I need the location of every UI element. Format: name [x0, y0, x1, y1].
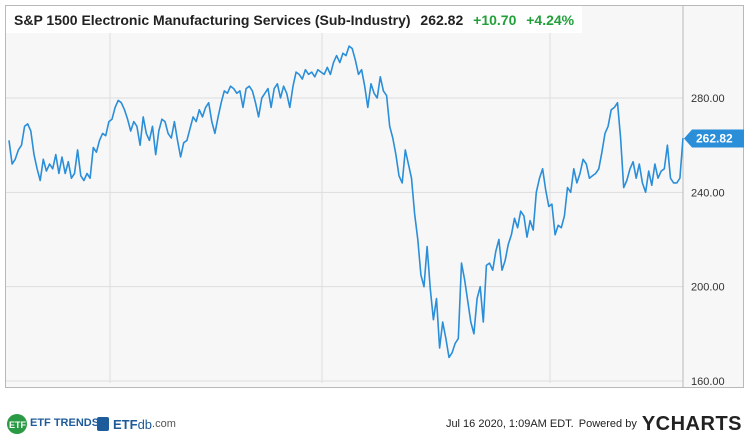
price-change-percent: +4.24%	[526, 12, 575, 28]
etf-trends-logo-text: ETF TRENDS	[30, 417, 100, 429]
etfdb-logo[interactable]: ETF db .com	[97, 413, 176, 435]
chart-title-box: S&P 1500 Electronic Manufacturing Servic…	[6, 6, 583, 33]
current-price: 262.82	[420, 12, 464, 28]
etf-trends-logo-mark: ETF	[7, 414, 27, 434]
etf-trends-logo[interactable]: ETF ETF TRENDS	[6, 413, 99, 435]
last-price-tag-shape	[684, 129, 744, 148]
powered-by-label: Powered by	[578, 418, 637, 430]
chart-frame	[5, 5, 744, 388]
etfdb-logo-tld: .com	[152, 418, 176, 430]
y-tick-label: 160.00	[691, 376, 725, 388]
y-tick-label: 240.00	[691, 187, 725, 199]
y-axis-labels: 160.00 200.00 240.00 280.00	[691, 93, 725, 388]
last-price-tag: 262.82	[684, 129, 744, 148]
y-tick-label: 200.00	[691, 282, 725, 294]
y-tick-label: 280.00	[691, 93, 725, 105]
chart-title: S&P 1500 Electronic Manufacturing Servic…	[14, 12, 411, 28]
price-change: +10.70	[473, 12, 517, 28]
series-line-layer	[8, 45, 684, 359]
etfdb-logo-suffix: db	[137, 416, 153, 432]
ycharts-logo[interactable]: YCHARTS	[641, 412, 742, 435]
etfdb-logo-icon	[97, 417, 109, 431]
series-line	[8, 45, 684, 359]
grid-lines	[6, 6, 684, 387]
svg-text:ETF: ETF	[9, 420, 27, 430]
etfdb-logo-main: ETF	[113, 416, 138, 432]
footer-attribution: Jul 16 2020, 1:09AM EDT. Powered by YCHA…	[445, 412, 742, 435]
chart-timestamp: Jul 16 2020, 1:09AM EDT.	[445, 418, 574, 430]
last-price-tag-label: 262.82	[696, 132, 733, 146]
